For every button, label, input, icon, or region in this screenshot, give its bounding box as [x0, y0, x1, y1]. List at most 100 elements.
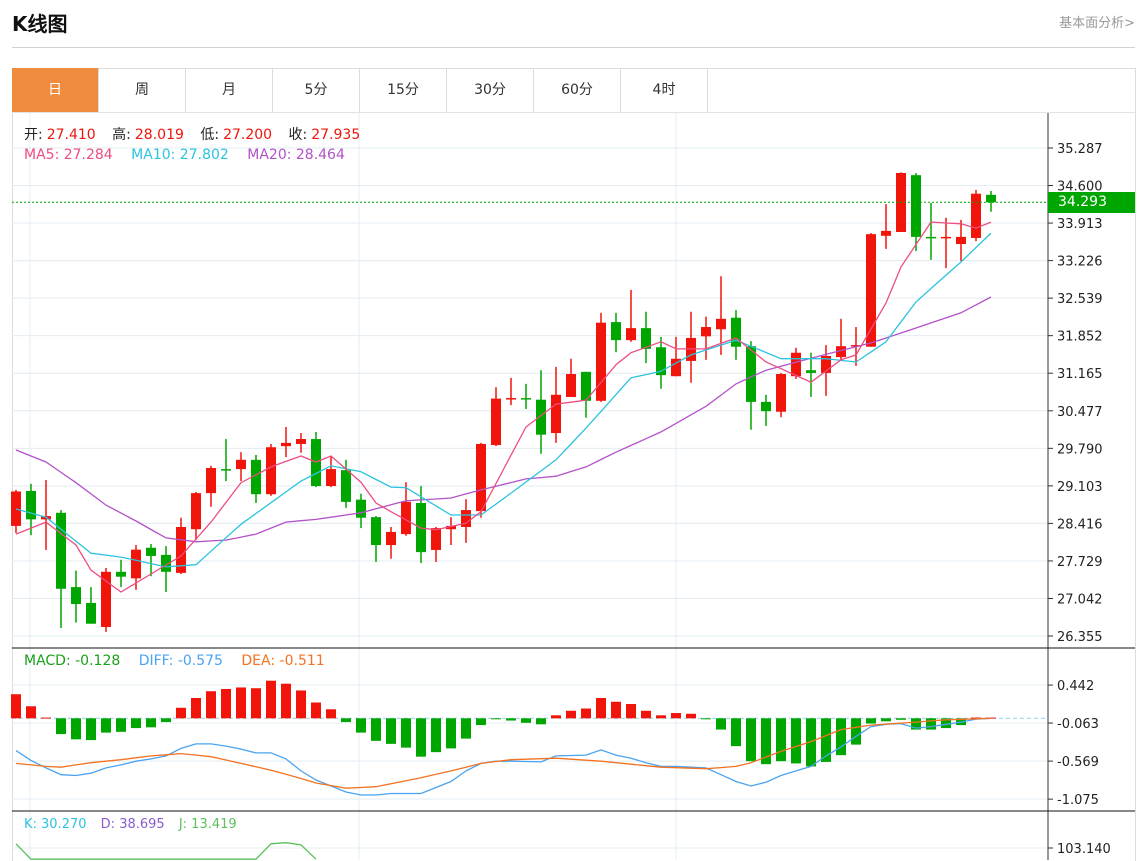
- tab-15min[interactable]: 15分: [360, 68, 447, 112]
- candle-body: [356, 499, 366, 518]
- candle-body: [626, 328, 636, 341]
- header-divider: [12, 47, 1135, 48]
- macd-bar: [281, 683, 291, 719]
- macd-axis-label: -0.063: [1057, 717, 1099, 732]
- candle-body: [101, 571, 111, 627]
- candle-body: [716, 318, 726, 330]
- price-axis-label: 26.355: [1057, 630, 1103, 645]
- price-axis-label: 31.165: [1057, 367, 1103, 382]
- price-axis-label: 27.729: [1057, 555, 1103, 570]
- chart-frame: [12, 68, 1136, 861]
- macd-bar: [311, 702, 321, 719]
- ma10-legend: MA10: 27.802: [131, 147, 229, 163]
- macd-bar: [986, 717, 996, 719]
- candle-body: [236, 459, 246, 470]
- kdj-axis-label: 103.140: [1057, 842, 1111, 857]
- macd-bar: [701, 718, 711, 720]
- macd-bar: [671, 713, 681, 719]
- macd-bar: [401, 718, 411, 748]
- price-axis-label: 33.913: [1057, 217, 1103, 232]
- candle-body: [926, 236, 936, 239]
- tab-day[interactable]: 日: [12, 68, 99, 112]
- candle-body: [296, 439, 306, 444]
- candle-body: [551, 394, 561, 434]
- macd-bar: [11, 694, 21, 719]
- ma-legend: MA5: 27.284 MA10: 27.802 MA20: 28.464: [24, 147, 349, 163]
- d-legend-value: D: 38.695: [100, 817, 165, 832]
- tab-month[interactable]: 月: [186, 68, 273, 112]
- macd-bar: [491, 718, 501, 720]
- macd-bar: [926, 718, 936, 730]
- macd-bar: [431, 718, 441, 753]
- tab-4hour[interactable]: 4时: [621, 68, 708, 112]
- macd-bar: [71, 718, 81, 740]
- last-price-tag: 34.293: [1048, 192, 1135, 213]
- macd-bar: [581, 708, 591, 719]
- candle-body: [341, 470, 351, 502]
- ma5-legend: MA5: 27.284: [24, 147, 113, 163]
- candle-body: [371, 517, 381, 546]
- tab-week[interactable]: 周: [99, 68, 186, 112]
- candle-body: [131, 549, 141, 579]
- macd-bar: [746, 718, 756, 762]
- macd-bar: [341, 718, 351, 723]
- macd-bar: [656, 715, 666, 719]
- candle-body: [56, 512, 66, 589]
- macd-axis-label: 0.442: [1057, 679, 1094, 694]
- macd-bar: [821, 718, 831, 762]
- macd-bar: [266, 680, 276, 719]
- dea-legend-value: DEA: -0.511: [241, 653, 325, 669]
- macd-bar: [596, 697, 606, 719]
- tab-60min[interactable]: 60分: [534, 68, 621, 112]
- candle-body: [656, 347, 666, 376]
- tab-30min[interactable]: 30分: [447, 68, 534, 112]
- candle-body: [806, 370, 816, 373]
- macd-bar: [416, 718, 426, 757]
- macd-bar: [386, 718, 396, 744]
- candle-body: [761, 401, 771, 412]
- macd-bar: [221, 688, 231, 719]
- price-axis-label: 34.600: [1057, 180, 1103, 195]
- kdj-legend: K: 30.270 D: 38.695 J: 13.419: [24, 817, 241, 832]
- macd-bar: [461, 718, 471, 739]
- macd-bar: [251, 688, 261, 719]
- candle-body: [566, 374, 576, 397]
- candle-body: [521, 398, 531, 400]
- macd-bar: [146, 718, 156, 728]
- candle-body: [86, 602, 96, 624]
- macd-bar: [911, 718, 921, 730]
- candle-body: [281, 442, 291, 447]
- candle-body: [581, 371, 591, 401]
- macd-bar: [191, 697, 201, 719]
- candle-body: [266, 447, 276, 495]
- close-value: 27.935: [311, 127, 361, 143]
- candle-body: [971, 193, 981, 238]
- low-value: 27.200: [223, 127, 273, 143]
- macd-bar: [761, 718, 771, 765]
- candle-body: [671, 358, 681, 377]
- candle-body: [791, 352, 801, 377]
- macd-legend-value: MACD: -0.128: [24, 653, 121, 669]
- candle-body: [326, 469, 336, 487]
- page-title: K线图: [12, 12, 68, 36]
- dea-line: [15, 717, 992, 789]
- candle-body: [731, 317, 741, 347]
- low-label: 低:: [200, 127, 220, 143]
- high-label: 高:: [112, 127, 131, 143]
- macd-bar: [371, 718, 381, 741]
- macd-bar: [116, 718, 126, 732]
- price-axis-label: 30.477: [1057, 405, 1103, 420]
- macd-bar: [476, 718, 486, 726]
- fundamental-analysis-link[interactable]: 基本面分析>: [1059, 16, 1135, 31]
- j-legend-value: J: 13.419: [178, 817, 237, 832]
- diff-legend-value: DIFF: -0.575: [138, 653, 223, 669]
- macd-bar: [716, 718, 726, 730]
- candle-body: [11, 491, 21, 526]
- macd-bar: [446, 718, 456, 749]
- tab-5min[interactable]: 5分: [273, 68, 360, 112]
- tabs-divider: [12, 112, 1135, 113]
- macd-bar: [566, 710, 576, 719]
- candle-body: [461, 510, 471, 528]
- price-axis-label: 29.790: [1057, 442, 1103, 457]
